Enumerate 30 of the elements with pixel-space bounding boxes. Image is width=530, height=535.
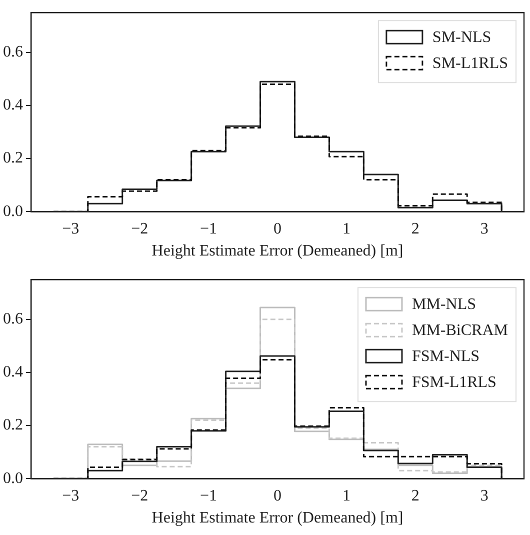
y-tick-label: 0.4 [3,96,23,114]
legend-label: SM-L1RLS [432,54,508,72]
x-tick-label: −1 [200,487,218,504]
y-tick-label: 0.0 [3,202,23,220]
y-tick-label: 0.6 [3,44,23,61]
x-tick-label: 3 [480,220,488,238]
y-tick-label: 0.2 [3,416,23,434]
x-axis-title: Height Estimate Error (Demeaned) [m] [152,242,404,260]
x-tick-label: 2 [411,487,420,504]
legend-label: FSM-NLS [412,348,480,365]
x-tick-label: −3 [62,487,80,504]
x-tick-label: −2 [131,220,148,238]
y-tick-label: 0.4 [3,364,23,381]
legend-label: MM-BiCRAM [412,322,508,339]
x-tick-label: −3 [62,220,80,238]
y-tick-label: 0.2 [3,150,23,167]
x-tick-label: 0 [274,487,282,504]
legend-label: FSM-L1RLS [412,374,496,391]
x-tick-label: 2 [411,220,420,238]
x-tick-label: 0 [274,220,282,238]
y-tick-label: 0.0 [3,470,23,487]
legend-label: SM-NLS [432,28,492,46]
legend-label: MM-NLS [412,296,476,313]
x-tick-label: 1 [342,220,350,238]
x-tick-label: −2 [131,487,148,504]
x-axis-title: Height Estimate Error (Demeaned) [m] [152,510,404,527]
x-tick-label: 1 [342,487,350,504]
x-tick-label: −1 [200,220,218,238]
x-tick-label: 3 [480,487,488,504]
y-tick-label: 0.6 [3,310,23,328]
